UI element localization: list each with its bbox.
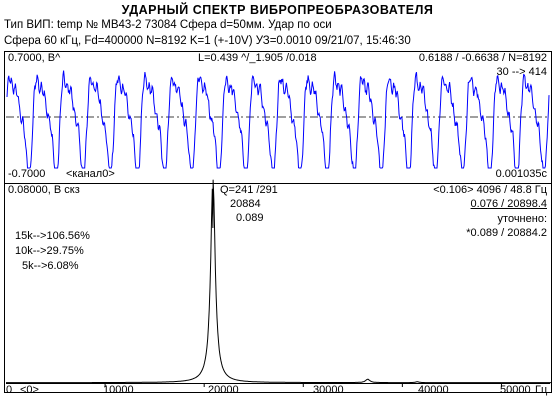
refined-value: *0.089 / 20884.2 (466, 227, 547, 239)
harmonic-label: 5k-->6.08% (22, 260, 79, 272)
x-unit-label: Гц (535, 384, 548, 396)
time-duration-label: 0.001035с (495, 168, 547, 180)
spectrum-y-max-label: 0.08000, В скз (8, 184, 80, 196)
spectrum-x-ticks (104, 383, 502, 387)
x-cursor-label: <0> (20, 384, 39, 396)
quality-factor-label: Q=241 /291 (220, 184, 278, 196)
x-tick-label: 40000 (418, 384, 449, 396)
x-tick-label: 20000 (208, 384, 239, 396)
sensor-info-line: Тип ВИП: temp № MB43-2 73084 Сфера d=50м… (4, 19, 332, 31)
spectrum-info-line1: <0.106> 4096 / 48.8 Гц (433, 184, 547, 196)
acquisition-info-line: Сфера 60 кГц, Fd=400000 N=8192 K=1 (+-10… (4, 35, 411, 47)
panel-frame (4, 51, 552, 393)
x-tick-label: 50000 (500, 384, 531, 396)
spectrum-info-line2: 0.076 / 20898.4 (470, 198, 547, 210)
time-right-stats: 0.6188 / -0.6638 / N=8192 (418, 52, 547, 64)
spectrum-plot (6, 179, 551, 387)
peak-amplitude-label: 0.089 (236, 212, 264, 224)
spectrum-series (6, 179, 551, 384)
page-title: УДАРНЫЙ СПЕКТР ВИБРОПРЕОБРАЗОВАТЕЛЯ (121, 3, 434, 17)
time-center-stats: L=0.439 ^/_1.905 /0.018 (198, 52, 317, 64)
refined-label: уточнено: (497, 213, 547, 225)
time-signal-plot (6, 70, 550, 169)
x-tick-label: 10000 (103, 384, 134, 396)
time-range-label: 30 --> 414 (496, 66, 547, 78)
harmonic-label: 10k-->29.75% (15, 245, 84, 257)
time-y-max-label: 0.7000, В^ (8, 52, 61, 64)
peak-frequency-label: 20884 (230, 198, 261, 210)
time-y-min-label: -0.7000 (8, 168, 46, 180)
channel-label: <канал0> (66, 168, 115, 180)
x-tick-label: 30000 (313, 384, 344, 396)
harmonic-label: 15k-->106.56% (15, 230, 90, 242)
time-waveform-series (6, 70, 550, 169)
x-origin-label: 0 (6, 384, 13, 396)
